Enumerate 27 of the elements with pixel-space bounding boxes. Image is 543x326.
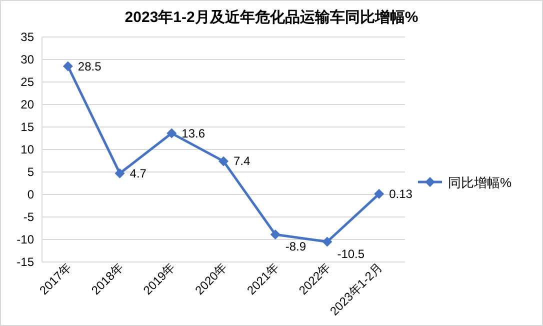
data-label: 13.6 — [182, 126, 206, 140]
y-tick-label: 30 — [20, 52, 34, 66]
y-tick-label: -5 — [23, 210, 34, 224]
y-tick-label: 15 — [20, 120, 34, 134]
y-tick-label: 25 — [20, 75, 34, 89]
legend-label: 同比增幅% — [448, 175, 512, 190]
y-tick-label: 0 — [27, 188, 34, 202]
point — [270, 230, 280, 240]
y-tick-label: -15 — [16, 255, 34, 269]
data-label: 0.13 — [389, 186, 413, 201]
point — [166, 128, 177, 138]
point — [62, 61, 73, 72]
data-label: 4.7 — [130, 166, 147, 180]
y-tick-label: 35 — [20, 30, 34, 44]
data-label: -8.9 — [285, 240, 306, 254]
point — [374, 188, 384, 199]
y-tick-label: -10 — [16, 232, 34, 246]
y-tick-label: 10 — [20, 142, 34, 156]
data-label: 28.5 — [78, 59, 102, 74]
point — [322, 236, 332, 247]
point — [114, 168, 125, 178]
point — [218, 156, 228, 166]
data-label: 7.4 — [234, 154, 251, 168]
y-tick-label: 20 — [20, 98, 34, 112]
y-tick-label: 5 — [27, 165, 34, 179]
data-label: -10.5 — [337, 246, 365, 261]
chart-title: 2023年1-2月及近年危化品运输车同比增幅% — [124, 8, 418, 26]
